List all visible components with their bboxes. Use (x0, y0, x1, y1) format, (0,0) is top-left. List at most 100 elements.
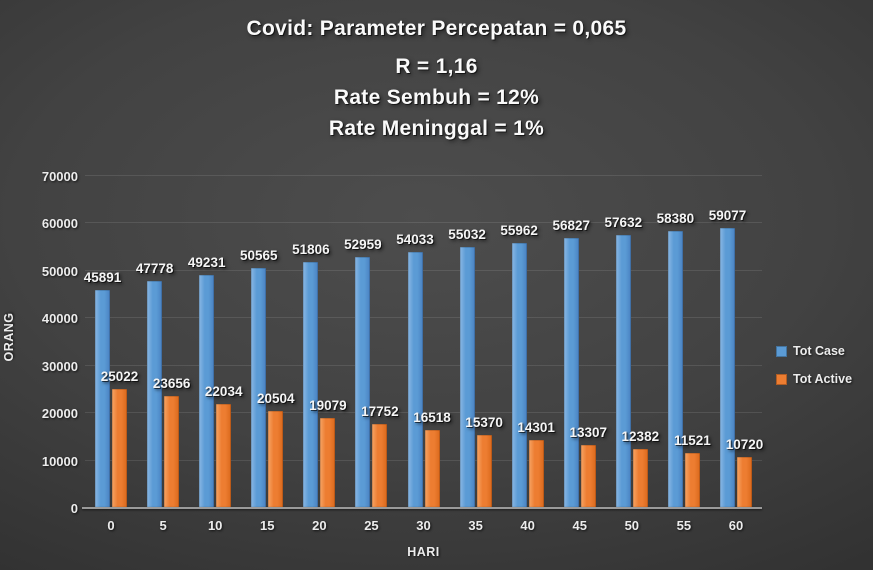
bar-label: 16518 (413, 409, 451, 425)
gridline-30000 (85, 364, 762, 366)
bar-tot-case-35: 55032 (448, 227, 486, 508)
chart-title-line-2: R = 1,16 (395, 55, 478, 78)
x-tick-label-20: 20 (312, 518, 327, 533)
bar-label: 23656 (152, 375, 191, 391)
bar-label: 57632 (604, 214, 643, 230)
bar-label: 52959 (344, 236, 382, 252)
bar-label: 54033 (396, 231, 434, 247)
bar-tot-case-20: 51806 (292, 242, 330, 508)
bar-series-container: 45891 25022 47778 23656 49231 22034 50565 20504… (84, 176, 763, 508)
bar-tot-case-15: 50565 (240, 248, 278, 508)
bar-tot-case-50: 57632 (605, 215, 642, 508)
y-tick-label-40000: 40000 (41, 311, 78, 327)
bar-tot-case-45: 56827 (552, 218, 590, 508)
tot-case-swatch-icon (776, 345, 787, 357)
bar-label: 19079 (309, 397, 347, 413)
bar-tot-case-60: 59077 (709, 208, 746, 508)
chart-title-line-3: Rate Sembuh = 12% (333, 86, 540, 109)
tot-active-swatch-icon (776, 373, 787, 385)
x-tick-label-30: 30 (416, 518, 431, 533)
x-tick-label-0: 0 (107, 518, 115, 533)
bar-tot-case-55: 58380 (657, 211, 694, 508)
y-tick-label-20000: 20000 (41, 406, 78, 422)
y-tick-label-60000: 60000 (41, 216, 78, 232)
x-tick-label-60: 60 (728, 518, 744, 533)
bar-tot-active-15: 20504 (257, 391, 295, 508)
bar-group-5: 47778 23656 (136, 176, 190, 508)
x-tick-label-45: 45 (572, 518, 587, 533)
bar-label: 55032 (448, 227, 486, 242)
bar-tot-case-10: 49231 (188, 255, 225, 508)
x-tick-label-55: 55 (676, 518, 692, 533)
bar-label: 56827 (552, 218, 591, 234)
legend-label-tot-case: Tot Case (793, 344, 845, 358)
bar-label: 22034 (204, 383, 243, 399)
y-axis-tick-labels: 0 10000 20000 30000 40000 50000 60000 70000 (0, 169, 78, 516)
chart-title: Covid: Parameter Percepatan = 0,065 R = … (0, 13, 873, 144)
bar-label: 55962 (500, 222, 538, 238)
bar-label: 51806 (292, 242, 330, 258)
x-tick-label-10: 10 (207, 518, 223, 533)
bar-group-15: 50565 20504 (240, 176, 295, 508)
y-tick-label-50000: 50000 (41, 263, 78, 279)
bar-group-20: 51806 19079 (292, 176, 347, 508)
x-axis-line (82, 507, 762, 509)
bar-tot-active-30: 16518 (413, 410, 451, 508)
y-tick-label-70000: 70000 (41, 169, 78, 184)
gridline-70000 (85, 175, 762, 176)
bar-tot-active-25: 17752 (361, 404, 399, 508)
bar-group-35: 55032 15370 (448, 176, 503, 508)
bar-tot-active-20: 19079 (309, 398, 347, 508)
x-axis-title: HARI (407, 545, 440, 559)
bar-group-55: 58380 11521 (657, 176, 711, 508)
bar-tot-active-0: 25022 (101, 369, 138, 508)
bar-tot-active-5: 23656 (153, 376, 190, 508)
bar-group-40: 55962 14301 (500, 176, 555, 508)
y-tick-label-30000: 30000 (41, 358, 78, 374)
bar-label: 13307 (569, 424, 608, 440)
gridline-20000 (85, 412, 762, 414)
bar-tot-case-0: 45891 (84, 270, 121, 508)
bar-label: 12382 (621, 429, 660, 445)
legend: Tot Case Tot Active (776, 344, 852, 386)
bar-label: 45891 (83, 270, 122, 286)
bar-tot-active-40: 14301 (517, 420, 555, 508)
bar-label: 59077 (708, 207, 747, 223)
plot-area: 45891 25022 47778 23656 49231 22034 50565 20504… (82, 175, 763, 509)
x-tick-label-25: 25 (364, 518, 379, 533)
bar-group-0: 45891 25022 (84, 176, 138, 508)
bar-group-30: 54033 16518 (396, 176, 451, 508)
bar-label: 17752 (361, 403, 399, 419)
bar-group-45: 56827 13307 (552, 176, 608, 508)
x-axis-tick-labels: 0 5 10 15 20 25 30 35 40 45 50 55 60 (85, 518, 762, 533)
bar-label: 47778 (135, 261, 174, 277)
bar-tot-active-50: 12382 (622, 429, 659, 508)
bar-label: 25022 (100, 369, 139, 385)
gridline-60000 (85, 222, 762, 224)
x-tick-label-35: 35 (468, 518, 483, 533)
bar-group-10: 49231 22034 (188, 176, 243, 508)
gridline-10000 (85, 459, 762, 461)
bar-label: 58380 (656, 211, 695, 227)
bar-tot-active-55: 11521 (674, 433, 711, 508)
bar-label: 10720 (725, 437, 764, 453)
bar-group-60: 59077 10720 (709, 176, 763, 508)
legend-item-tot-case: Tot Case (776, 344, 852, 358)
bar-label: 49231 (187, 254, 226, 270)
x-tick-label-15: 15 (260, 518, 275, 533)
bar-tot-case-30: 54033 (396, 232, 434, 508)
bar-tot-case-5: 47778 (136, 261, 173, 508)
x-tick-label-5: 5 (159, 518, 167, 533)
gridline-40000 (85, 317, 762, 319)
bar-tot-active-60: 10720 (726, 437, 763, 508)
bar-label: 14301 (517, 420, 555, 436)
bar-group-50: 57632 12382 (605, 176, 659, 508)
legend-label-tot-active: Tot Active (793, 372, 853, 386)
chart-title-line-4: Rate Meninggal = 1% (328, 117, 545, 140)
bar-label: 15370 (465, 415, 503, 431)
bar-tot-case-25: 52959 (344, 237, 382, 508)
bar-tot-case-40: 55962 (500, 223, 538, 508)
chart-title-line-1: Covid: Parameter Percepatan = 0,065 (246, 17, 627, 40)
y-tick-label-0: 0 (70, 501, 78, 516)
